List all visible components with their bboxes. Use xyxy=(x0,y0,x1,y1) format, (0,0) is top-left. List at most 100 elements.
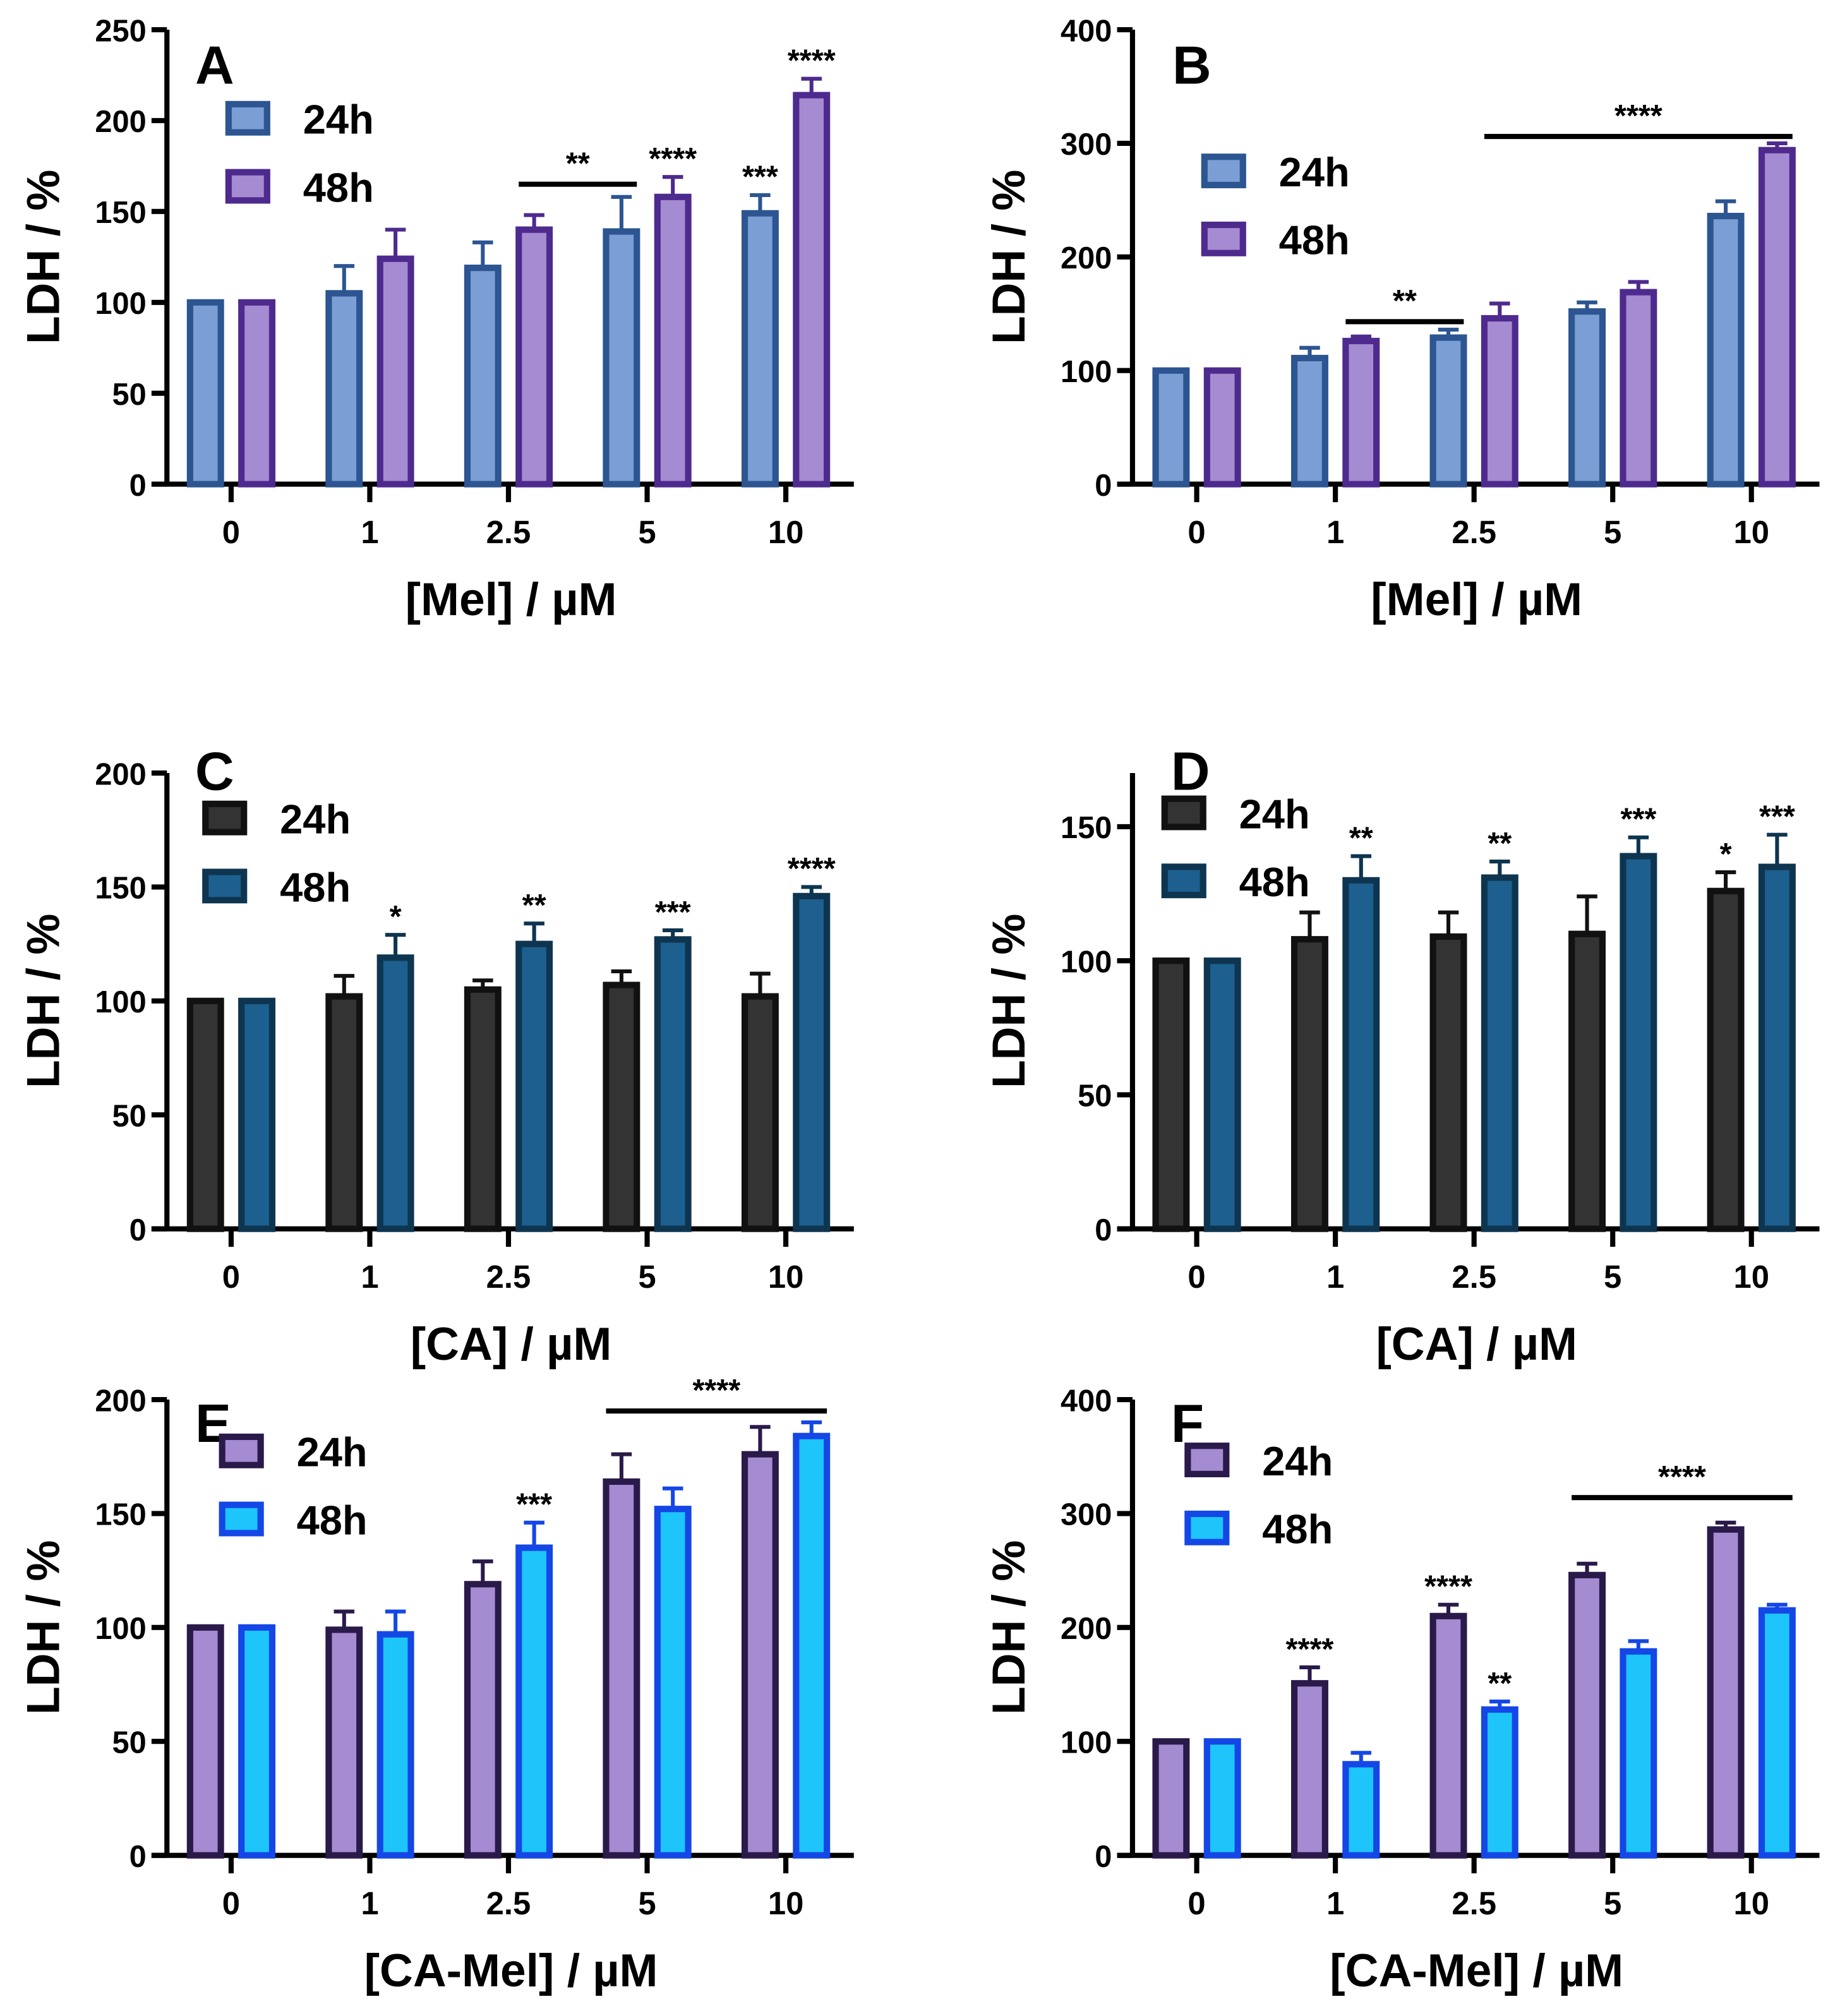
bar-24h-0 xyxy=(186,997,224,1232)
y-tick-label: 50 xyxy=(1078,1079,1112,1113)
x-axis-label: [CA-Mel] / µM xyxy=(364,1945,658,1996)
bar-48h-0 xyxy=(238,299,276,488)
x-tick-label: 5 xyxy=(1604,1259,1621,1295)
legend-label: 48h xyxy=(1279,217,1350,263)
legend-swatch-48h xyxy=(225,169,270,204)
bar-24h-5 xyxy=(603,1478,640,1859)
significance-label: **** xyxy=(1424,1570,1472,1604)
bar-24h-0 xyxy=(1152,1738,1190,1859)
bar-48h-1 xyxy=(1342,337,1380,488)
panel-f: 0 100 200 300 400 0 1 2.5 5 10 [CA-Mel] / µM LDH / … xyxy=(983,1384,1820,1996)
x-tick-label: 0 xyxy=(1188,1885,1205,1921)
bar-24h-1 xyxy=(325,290,363,488)
legend-label: 48h xyxy=(303,164,374,210)
bar-24h-5 xyxy=(1568,930,1606,1232)
significance-label: *** xyxy=(1759,800,1795,834)
significance-label: ** xyxy=(1393,284,1417,318)
x-tick-label: 10 xyxy=(768,1259,804,1295)
significance-label: **** xyxy=(692,1374,740,1408)
bar-24h-10 xyxy=(1707,887,1745,1232)
bar-48h-2.5 xyxy=(1481,1706,1518,1859)
x-tick-label: 2.5 xyxy=(486,1259,531,1295)
bar-24h-0 xyxy=(186,1624,224,1859)
x-axis-label: [CA] / µM xyxy=(411,1318,612,1370)
y-axis-label: LDH / % xyxy=(18,914,69,1088)
y-tick-label: 0 xyxy=(1095,1213,1112,1247)
y-axis-label: LDH / % xyxy=(983,1540,1035,1715)
bar-24h-1 xyxy=(325,993,363,1232)
bar-48h-5 xyxy=(1620,289,1657,488)
legend-swatch-48h xyxy=(1201,221,1246,256)
legend-swatch-48h xyxy=(1161,863,1206,899)
significance-label: **** xyxy=(1615,99,1663,133)
bar-24h-10 xyxy=(741,993,779,1232)
bar-48h-10 xyxy=(1758,1607,1796,1859)
significance-label: **** xyxy=(1285,1633,1333,1667)
x-tick-label: 5 xyxy=(638,1259,656,1295)
legend-swatch-24h xyxy=(202,800,248,836)
bar-48h-1 xyxy=(376,255,414,488)
legend-label: 24h xyxy=(303,97,374,143)
bar-24h-0 xyxy=(1152,957,1190,1232)
bar-48h-2.5 xyxy=(1481,315,1518,488)
y-axis-label: LDH / % xyxy=(983,914,1035,1088)
significance-label: * xyxy=(1720,837,1732,872)
bar-24h-5 xyxy=(603,228,640,488)
x-tick-label: 10 xyxy=(768,514,804,550)
x-tick-label: 1 xyxy=(1326,1885,1344,1921)
bar-48h-5 xyxy=(654,1506,692,1859)
x-tick-label: 2.5 xyxy=(486,1885,531,1921)
bar-24h-10 xyxy=(741,1451,779,1859)
significance-label: *** xyxy=(655,896,691,930)
panel-letter: A xyxy=(195,35,234,95)
bar-48h-2.5 xyxy=(1481,874,1518,1232)
bar-24h-2.5 xyxy=(1429,334,1467,488)
y-tick-label: 300 xyxy=(1061,128,1112,162)
bar-24h-2.5 xyxy=(1429,1612,1467,1859)
significance-label: **** xyxy=(788,44,836,78)
legend-swatch-24h xyxy=(1161,795,1206,831)
x-axis-label: [CA-Mel] / µM xyxy=(1330,1945,1623,1996)
y-tick-label: 100 xyxy=(1061,945,1112,979)
y-tick-label: 0 xyxy=(129,469,147,503)
bar-48h-10 xyxy=(1758,147,1796,488)
significance-label: **** xyxy=(649,142,697,176)
y-tick-label: 200 xyxy=(1061,1612,1112,1646)
x-tick-label: 1 xyxy=(361,1885,378,1921)
legend-label: 24h xyxy=(297,1429,368,1475)
x-tick-label: 1 xyxy=(361,514,378,550)
bar-48h-5 xyxy=(654,936,692,1232)
y-tick-label: 50 xyxy=(112,378,146,412)
legend-swatch-24h xyxy=(219,1433,264,1468)
significance-label: *** xyxy=(516,1488,552,1522)
y-tick-label: 200 xyxy=(1061,241,1112,275)
x-axis-label: [CA] / µM xyxy=(1376,1318,1577,1370)
y-tick-label: 400 xyxy=(1061,14,1112,48)
legend-label: 48h xyxy=(297,1497,368,1543)
legend-label: 48h xyxy=(1239,859,1310,905)
significance-label: ** xyxy=(522,889,546,923)
bar-48h-1 xyxy=(1342,877,1380,1232)
x-tick-label: 1 xyxy=(361,1259,378,1295)
x-tick-label: 0 xyxy=(222,1885,240,1921)
x-tick-label: 0 xyxy=(222,1259,240,1295)
y-tick-label: 300 xyxy=(1061,1498,1112,1532)
panel-d: 0 50 100 150 0 1 2.5 5 10 [CA] / µM LDH / % D 24h 48h… xyxy=(983,741,1820,1370)
x-tick-label: 1 xyxy=(1326,514,1344,550)
panel-b: 0 100 200 300 400 0 1 2.5 5 10 [Mel] / µM LDH / % B 2… xyxy=(983,14,1820,625)
bar-48h-2.5 xyxy=(515,1544,553,1859)
significance-label: ** xyxy=(1488,1667,1512,1701)
legend-swatch-48h xyxy=(219,1501,264,1537)
y-tick-label: 250 xyxy=(95,14,146,48)
legend-label: 48h xyxy=(1262,1506,1333,1552)
y-tick-label: 100 xyxy=(95,287,146,321)
x-tick-label: 10 xyxy=(1733,514,1769,550)
x-axis-label: [Mel] / µM xyxy=(406,573,617,625)
bar-24h-2.5 xyxy=(464,265,502,488)
x-tick-label: 2.5 xyxy=(1452,1885,1496,1921)
bar-48h-10 xyxy=(793,892,831,1232)
y-tick-label: 50 xyxy=(112,1100,146,1134)
y-tick-label: 200 xyxy=(95,1384,146,1418)
bar-24h-2.5 xyxy=(464,1581,502,1859)
y-tick-label: 150 xyxy=(95,872,146,906)
